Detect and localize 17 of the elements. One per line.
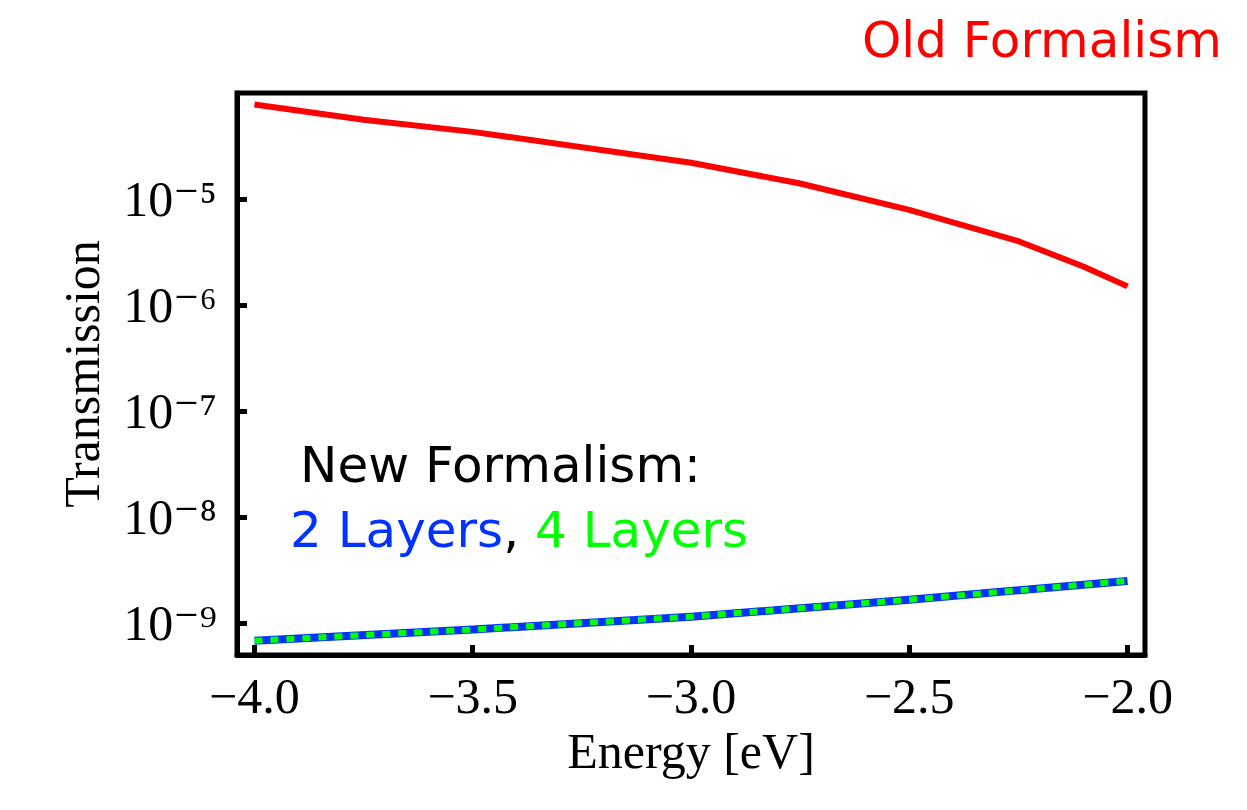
y-axis-title: Transmission <box>54 240 110 508</box>
y-tick-label: 10⁻⁸ <box>123 489 217 546</box>
y-tick-label: 10⁻⁵ <box>123 171 217 228</box>
x-tick-label: −4.0 <box>209 668 300 724</box>
y-tick-label: 10⁻⁹ <box>123 595 217 652</box>
series-label: 4 Layers <box>534 501 749 559</box>
x-tick-label: −2.0 <box>1082 668 1173 724</box>
x-tick-label: −3.5 <box>427 668 519 724</box>
text: Old Formalism <box>861 11 1223 69</box>
y-tick-label: 10⁻⁷ <box>123 383 217 440</box>
x-tick-label: −2.5 <box>863 668 955 724</box>
x-tick-label: −3.0 <box>645 668 737 724</box>
annotation: , <box>503 501 535 559</box>
x-axis-title: Energy [eV] <box>567 722 815 779</box>
series-label: 2 Layers <box>290 501 504 559</box>
annotation: New Formalism: <box>300 436 701 494</box>
y-tick-label: 10⁻⁶ <box>123 277 217 334</box>
